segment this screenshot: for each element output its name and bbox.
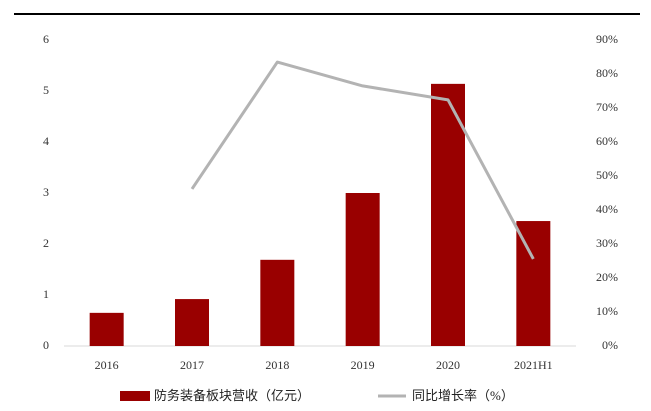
y2-tick-label: 0% bbox=[602, 338, 618, 352]
bar bbox=[260, 259, 295, 346]
y-tick-label: 4 bbox=[43, 134, 49, 148]
bar bbox=[345, 193, 380, 346]
x-tick-label: 2021H1 bbox=[514, 358, 553, 372]
bar bbox=[431, 83, 465, 347]
line bbox=[190, 60, 535, 260]
y2-tick-label: 50% bbox=[596, 168, 618, 182]
bar bbox=[516, 221, 551, 346]
x-tick-label: 2019 bbox=[351, 358, 375, 372]
legend-label: 同比增长率（%） bbox=[412, 388, 514, 403]
y-tick-label: 1 bbox=[43, 287, 49, 301]
x-tick-label: 2017 bbox=[180, 358, 204, 372]
bar bbox=[89, 312, 124, 346]
y-tick-label: 5 bbox=[43, 83, 49, 97]
y-tick-label: 2 bbox=[43, 236, 49, 250]
legend-swatch bbox=[120, 391, 150, 401]
y2-tick-label: 30% bbox=[596, 236, 618, 250]
y2-tick-label: 70% bbox=[596, 100, 618, 114]
y-tick-label: 0 bbox=[43, 338, 49, 352]
y-tick-label: 3 bbox=[43, 185, 49, 199]
x-tick-label: 2016 bbox=[95, 358, 119, 372]
legend-label: 防务装备板块营收（亿元） bbox=[154, 388, 310, 403]
bar bbox=[175, 299, 209, 346]
x-tick-label: 2020 bbox=[436, 358, 460, 372]
y2-tick-label: 10% bbox=[596, 304, 618, 318]
y-tick-label: 6 bbox=[43, 32, 49, 46]
y2-tick-label: 20% bbox=[596, 270, 618, 284]
y2-tick-label: 80% bbox=[596, 66, 618, 80]
y2-tick-label: 40% bbox=[596, 202, 618, 216]
y2-tick-label: 90% bbox=[596, 32, 618, 46]
y2-tick-label: 60% bbox=[596, 134, 618, 148]
x-tick-label: 2018 bbox=[265, 358, 289, 372]
